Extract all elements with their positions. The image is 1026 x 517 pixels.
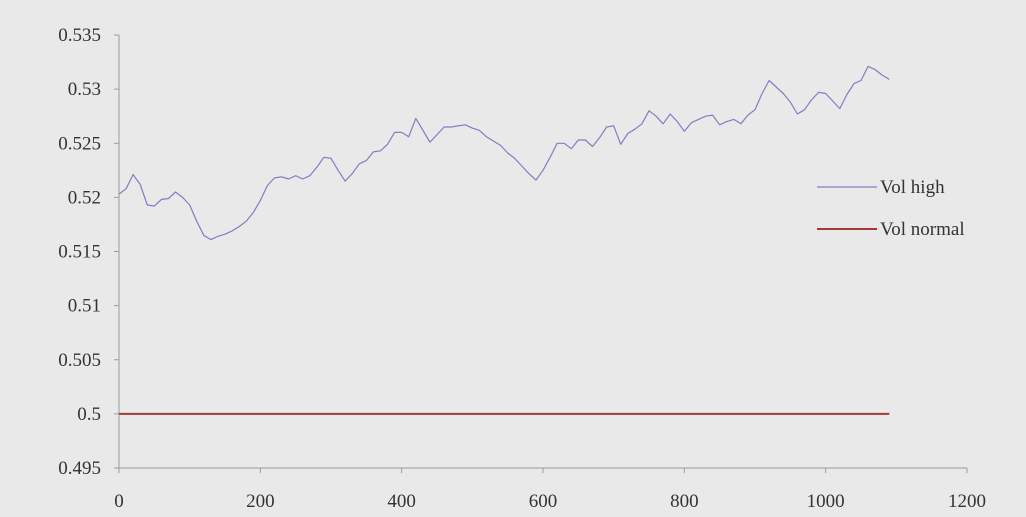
y-tick-label: 0.505	[58, 350, 101, 371]
x-tick-label: 0	[114, 491, 124, 512]
legend: Vol high Vol normal	[817, 177, 965, 240]
y-tick-label: 0.53	[68, 79, 101, 100]
x-axis-ticks: 0 200 400 600 800 1000 1200	[114, 468, 986, 512]
x-tick-label: 600	[529, 491, 558, 512]
y-axis-ticks: 0.495 0.5 0.505 0.51 0.515 0.52 0.525 0.53 0.535	[58, 25, 119, 479]
y-tick-label: 0.495	[58, 458, 101, 479]
y-tick-label: 0.51	[68, 296, 101, 317]
x-tick-label: 800	[670, 491, 699, 512]
series-line-vol-high	[118, 65, 890, 241]
x-tick-label: 1200	[948, 491, 986, 512]
legend-label-vol-high: Vol high	[880, 177, 945, 198]
y-tick-label: 0.525	[58, 133, 101, 154]
y-tick-label: 0.535	[58, 25, 101, 46]
y-tick-label: 0.515	[58, 242, 101, 263]
x-tick-label: 200	[246, 491, 275, 512]
legend-label-vol-normal: Vol normal	[880, 219, 965, 240]
x-tick-label: 1000	[807, 491, 845, 512]
y-tick-label: 0.5	[77, 404, 101, 425]
y-tick-label: 0.52	[68, 187, 101, 208]
x-tick-label: 400	[387, 491, 416, 512]
series-lines	[118, 65, 890, 415]
